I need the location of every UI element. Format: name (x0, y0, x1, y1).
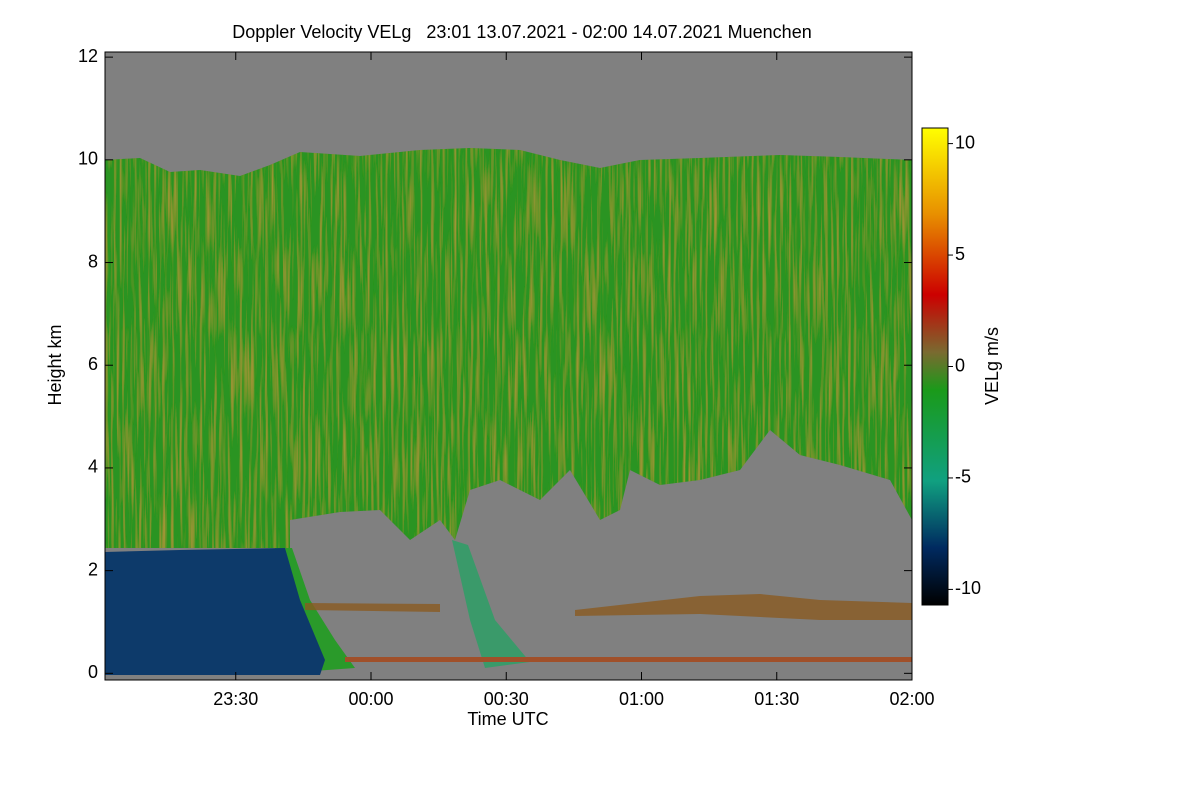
colorbar-tick-label: 0 (955, 355, 965, 375)
colorbar-tick-label: 10 (955, 132, 975, 152)
x-tick-label: 00:30 (484, 689, 529, 709)
cloud-region (105, 148, 912, 548)
colorbar (921, 127, 949, 606)
plot-frame (104, 51, 913, 681)
colorbar-tick-label: 5 (955, 244, 965, 264)
y-tick-label: 2 (88, 559, 98, 579)
fall-streak (452, 540, 530, 668)
y-tick-label: 12 (78, 46, 98, 66)
colorbar-tick-label: -5 (955, 467, 971, 487)
x-tick-label: 00:00 (348, 689, 393, 709)
y-axis-title: Height km (45, 324, 65, 405)
colorbar-tick-label: -10 (955, 578, 981, 598)
y-tick-label: 10 (78, 149, 98, 169)
chart-title: Doppler Velocity VELg 23:01 13.07.2021 -… (232, 22, 811, 42)
colorbar-title: VELg m/s (982, 327, 1002, 405)
velocity-field (105, 52, 912, 680)
y-tick-label: 8 (88, 251, 98, 271)
y-tick-label: 6 (88, 354, 98, 374)
x-tick-label: 23:30 (213, 689, 258, 709)
x-tick-label: 01:30 (754, 689, 799, 709)
y-tick-label: 4 (88, 457, 98, 477)
ground-clutter (345, 657, 912, 662)
x-tick-label: 01:00 (619, 689, 664, 709)
x-tick-label: 02:00 (889, 689, 934, 709)
y-tick-label: 0 (88, 662, 98, 682)
melting-layer (305, 594, 912, 620)
x-axis-title: Time UTC (467, 709, 548, 729)
low-level-negative (105, 548, 325, 675)
